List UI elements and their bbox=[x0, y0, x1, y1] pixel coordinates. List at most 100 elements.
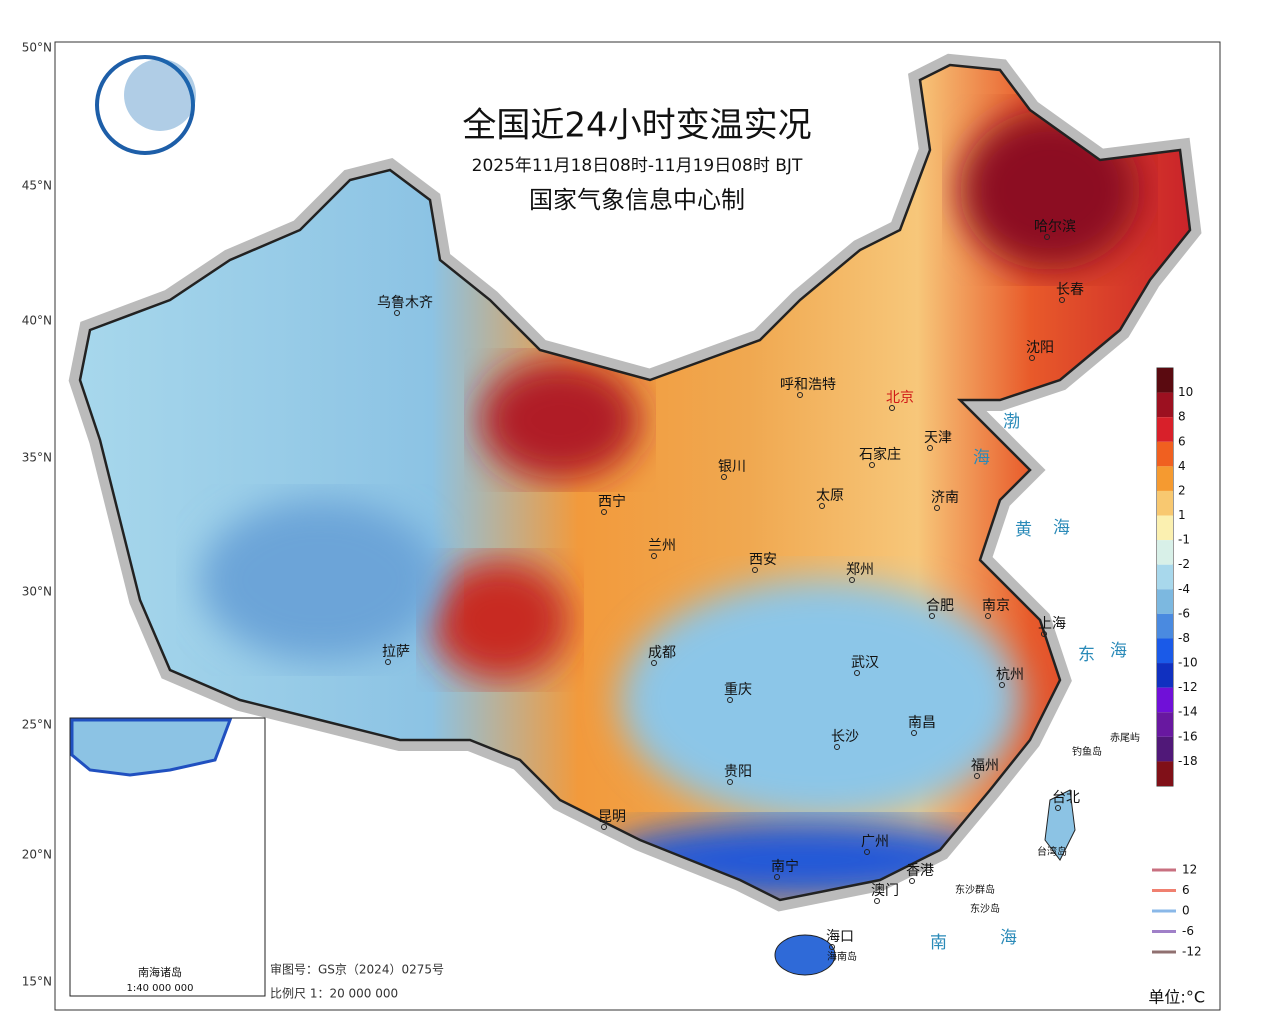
inset-scale: 1:40 000 000 bbox=[127, 983, 194, 994]
colorbar-bin bbox=[1157, 613, 1173, 639]
city-dot bbox=[874, 898, 880, 904]
logo bbox=[95, 55, 196, 155]
city-label: 哈尔滨 bbox=[1034, 219, 1076, 235]
legend-label: -6 bbox=[1178, 606, 1190, 620]
colorbar-bin bbox=[1157, 736, 1173, 762]
city-label: 银川 bbox=[718, 459, 746, 475]
note: 比例尺 1：20 000 000 bbox=[270, 987, 398, 1001]
city-label: 澳门 bbox=[871, 883, 899, 899]
city-dot bbox=[929, 613, 935, 619]
sea-label: 南 bbox=[930, 933, 947, 953]
city-label: 南宁 bbox=[771, 858, 799, 875]
lat-label: 25°N bbox=[22, 718, 52, 732]
city-label: 海南岛 bbox=[827, 950, 857, 963]
hainan bbox=[774, 934, 836, 976]
city-label: 拉萨 bbox=[382, 644, 410, 660]
city-label: 南京 bbox=[982, 598, 1010, 614]
legend-label: -14 bbox=[1178, 705, 1198, 719]
legend-label: -2 bbox=[1178, 557, 1190, 571]
legend-label: 8 bbox=[1178, 410, 1186, 424]
legend-label: 6 bbox=[1178, 434, 1186, 448]
colorbar-bin bbox=[1157, 515, 1173, 541]
city-dot bbox=[974, 773, 980, 779]
city-label: 钓鱼岛 bbox=[1072, 745, 1102, 758]
legend-label: -16 bbox=[1178, 729, 1198, 743]
lat-label: 45°N bbox=[22, 179, 52, 193]
city-dot bbox=[999, 682, 1005, 688]
city-label: 福州 bbox=[971, 758, 999, 774]
legend-label: -4 bbox=[1178, 582, 1190, 596]
colorbar-bin bbox=[1157, 687, 1173, 713]
city-label: 郑州 bbox=[846, 562, 874, 578]
city-label: 上海 bbox=[1038, 616, 1066, 632]
colorbar-bin bbox=[1157, 761, 1173, 786]
city-label: 东沙群岛 bbox=[955, 883, 995, 896]
city-dot bbox=[721, 474, 727, 480]
city-dot bbox=[934, 505, 940, 511]
city-label: 广州 bbox=[861, 834, 889, 850]
city-dot bbox=[752, 567, 758, 573]
legend-label: 2 bbox=[1178, 483, 1186, 497]
city-dot bbox=[651, 660, 657, 666]
city-dot bbox=[819, 503, 825, 509]
city-dot bbox=[394, 310, 400, 316]
city-label: 北京 bbox=[886, 390, 914, 406]
city-label: 重庆 bbox=[724, 682, 752, 698]
city-label: 杭州 bbox=[996, 667, 1024, 683]
taiwan bbox=[1044, 789, 1076, 861]
city-dot bbox=[601, 509, 607, 515]
city-dot bbox=[797, 392, 803, 398]
colorbar-bin bbox=[1157, 490, 1173, 516]
city-dot bbox=[854, 670, 860, 676]
city-dot bbox=[727, 779, 733, 785]
legend-label: 1 bbox=[1178, 508, 1186, 522]
colorbar-bin bbox=[1157, 466, 1173, 491]
city-label: 海口 bbox=[826, 929, 854, 945]
city-label: 武汉 bbox=[851, 655, 879, 671]
legend-label: -8 bbox=[1178, 631, 1190, 645]
inset-title: 南海诸岛 bbox=[138, 965, 182, 979]
sea-label: 海 bbox=[1000, 928, 1017, 948]
city-label: 西安 bbox=[749, 552, 777, 568]
city-dot bbox=[1059, 297, 1065, 303]
colorbar-bin bbox=[1157, 663, 1173, 688]
city-label: 台湾岛 bbox=[1037, 845, 1067, 858]
contour-label: -6 bbox=[1182, 924, 1194, 938]
sea-label: 海 bbox=[1053, 518, 1070, 538]
colorbar-bin bbox=[1157, 392, 1173, 418]
city-dot bbox=[869, 462, 875, 468]
colorbar-bin bbox=[1157, 417, 1173, 442]
city-label: 乌鲁木齐 bbox=[377, 295, 433, 311]
city-dot bbox=[774, 874, 780, 880]
legend-label: -18 bbox=[1178, 754, 1198, 768]
lat-label: 20°N bbox=[22, 848, 52, 862]
city-dot bbox=[1041, 631, 1047, 637]
contour-label: 12 bbox=[1182, 863, 1197, 877]
city-label: 成都 bbox=[648, 645, 676, 661]
colorbar-bin bbox=[1157, 441, 1173, 467]
note: 审图号：GS京（2024）0275号 bbox=[270, 962, 444, 977]
producer: 国家气象信息中心制 bbox=[529, 186, 745, 214]
contour-label: -12 bbox=[1182, 945, 1202, 959]
colorbar-bin bbox=[1157, 589, 1173, 614]
city-dot bbox=[1044, 234, 1050, 240]
city-label: 兰州 bbox=[648, 538, 676, 554]
contour-label: 6 bbox=[1182, 883, 1190, 897]
city-dot bbox=[985, 613, 991, 619]
city-label: 南昌 bbox=[908, 715, 936, 731]
city-dot bbox=[889, 405, 895, 411]
city-label: 合肥 bbox=[926, 598, 954, 614]
sea-label: 东 bbox=[1078, 645, 1095, 665]
colorbar-bin bbox=[1157, 638, 1173, 664]
city-dot bbox=[927, 445, 933, 451]
city-dot bbox=[385, 659, 391, 665]
lat-label: 50°N bbox=[22, 41, 52, 55]
city-label: 香港 bbox=[906, 863, 934, 879]
sea-label: 海 bbox=[1110, 641, 1127, 661]
city-dot bbox=[849, 577, 855, 583]
title: 全国近24小时变温实况 bbox=[462, 106, 811, 146]
city-label: 济南 bbox=[931, 490, 959, 506]
colorbar-bin bbox=[1157, 540, 1173, 565]
city-dot bbox=[1029, 355, 1035, 361]
